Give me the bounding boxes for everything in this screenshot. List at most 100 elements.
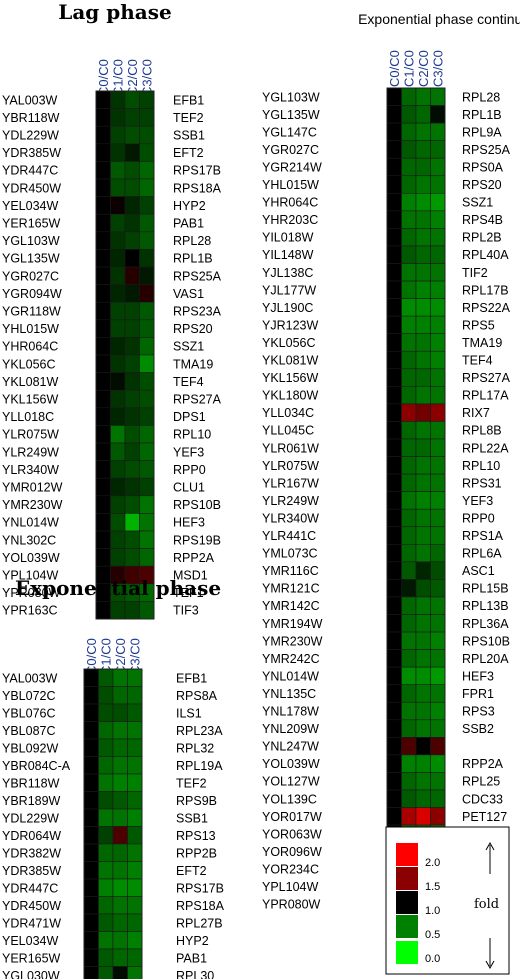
- gene-label: EFT2: [176, 864, 207, 878]
- gene-label: CLU1: [173, 481, 205, 495]
- heatmap-cell: [386, 421, 402, 440]
- heatmap-cell: [110, 425, 126, 444]
- heatmap-cell: [112, 756, 128, 775]
- heatmap-cell: [112, 948, 128, 967]
- orf-label: YOR017W: [262, 810, 322, 824]
- orf-label: YNL302C: [2, 533, 56, 547]
- heatmap-cell: [415, 526, 431, 545]
- heatmap-cell: [127, 668, 143, 687]
- gene-label: RPL10: [462, 459, 500, 473]
- gene-label: RPP2B: [176, 846, 217, 860]
- heatmap-cell: [386, 631, 402, 650]
- heatmap-cell: [110, 231, 126, 250]
- orf-label: YBR084C-A: [2, 759, 71, 773]
- gene-label: RPL36A: [462, 617, 509, 631]
- heatmap-cell: [386, 701, 402, 721]
- heatmap-cell: [124, 442, 140, 461]
- heatmap-cell: [401, 140, 417, 159]
- gene-label: RPL9A: [462, 125, 502, 139]
- gene-label: HYP2: [173, 199, 206, 213]
- heatmap-cell: [415, 438, 431, 457]
- heatmap-cell: [124, 143, 140, 162]
- heatmap-cell: [95, 284, 111, 303]
- orf-label: YMR242C: [262, 652, 320, 666]
- heatmap-cell: [430, 772, 446, 791]
- heatmap-cell: [386, 684, 402, 703]
- orf-label: YBL076C: [2, 706, 56, 720]
- legend-swatch: [396, 867, 418, 890]
- heatmap-cell: [124, 319, 140, 338]
- heatmap-cell: [386, 263, 402, 282]
- heatmap-cell: [430, 666, 446, 686]
- gene-label: PAB1: [173, 217, 204, 231]
- gene-label: ILS1: [176, 706, 202, 720]
- panel-title: Exponential phase: [15, 576, 221, 600]
- heatmap-cell: [415, 561, 431, 580]
- gene-label: HEF3: [462, 669, 494, 683]
- heatmap-cell: [83, 668, 99, 687]
- heatmap-cell: [430, 368, 446, 387]
- heatmap-cell: [83, 913, 99, 932]
- heatmap-cell: [139, 231, 155, 250]
- legend-tick: 0.0: [425, 953, 440, 965]
- heatmap-cell: [386, 719, 402, 738]
- orf-label: YJL138C: [262, 266, 313, 280]
- heatmap-cell: [386, 157, 402, 177]
- heatmap-cell: [401, 403, 417, 422]
- heatmap-cell: [95, 337, 111, 356]
- heatmap-cell: [124, 301, 140, 321]
- orf-label: YOL139C: [262, 792, 317, 806]
- heatmap-cell: [401, 193, 417, 212]
- heatmap-cell: [430, 508, 446, 528]
- gene-label: RPL1B: [462, 108, 502, 122]
- heatmap-cell: [110, 495, 126, 514]
- heatmap-cell: [139, 460, 155, 479]
- heatmap-cell: [430, 789, 446, 808]
- gene-label: TEF1: [173, 586, 204, 600]
- heatmap-cell: [95, 213, 111, 233]
- orf-label: YDL229W: [2, 811, 59, 825]
- heatmap-cell: [386, 368, 402, 387]
- heatmap-cell: [98, 931, 114, 950]
- orf-label: YOR063W: [262, 827, 322, 841]
- heatmap-cell: [415, 122, 431, 141]
- gene-label: FPR1: [462, 687, 494, 701]
- orf-label: YLL034C: [262, 406, 314, 420]
- orf-label: YEL034W: [2, 199, 58, 213]
- heatmap-cell: [415, 175, 431, 194]
- column-header: C2/C0: [416, 50, 431, 87]
- heatmap-cell: [124, 477, 140, 497]
- heatmap-cell: [401, 157, 417, 177]
- orf-label: YKL081W: [262, 354, 318, 368]
- gene-label: RPS20: [173, 322, 213, 336]
- heatmap-cell: [110, 90, 126, 109]
- gene-label: RPL6A: [462, 547, 502, 561]
- heatmap-cell: [95, 548, 111, 567]
- heatmap-cell: [386, 175, 402, 194]
- gene-label: RPS18A: [173, 181, 222, 195]
- heatmap-cell: [98, 878, 114, 897]
- orf-label: YMR230W: [2, 498, 63, 512]
- heatmap-cell: [112, 861, 128, 880]
- heatmap-cell: [110, 548, 126, 567]
- heatmap-cell: [401, 280, 417, 299]
- heatmap-cell: [386, 315, 402, 334]
- heatmap-cell: [110, 266, 126, 285]
- heatmap-cell: [386, 87, 402, 106]
- heatmap-cell: [98, 843, 114, 862]
- legend-swatch: [396, 941, 418, 964]
- heatmap-cell: [401, 772, 417, 791]
- heatmap-cell: [430, 350, 446, 370]
- heatmap-cell: [98, 773, 114, 792]
- column-header: C0/C0: [96, 59, 111, 96]
- orf-label: YDR385W: [2, 146, 61, 160]
- heatmap-cell: [401, 719, 417, 738]
- gene-label: YEF3: [462, 494, 493, 508]
- heatmap-cell: [430, 649, 446, 668]
- heatmap-cell: [415, 245, 431, 264]
- gene-label: EFB1: [176, 671, 207, 685]
- heatmap-cell: [95, 372, 111, 391]
- legend-swatch: [396, 843, 418, 866]
- gene-label: HEF3: [173, 516, 205, 530]
